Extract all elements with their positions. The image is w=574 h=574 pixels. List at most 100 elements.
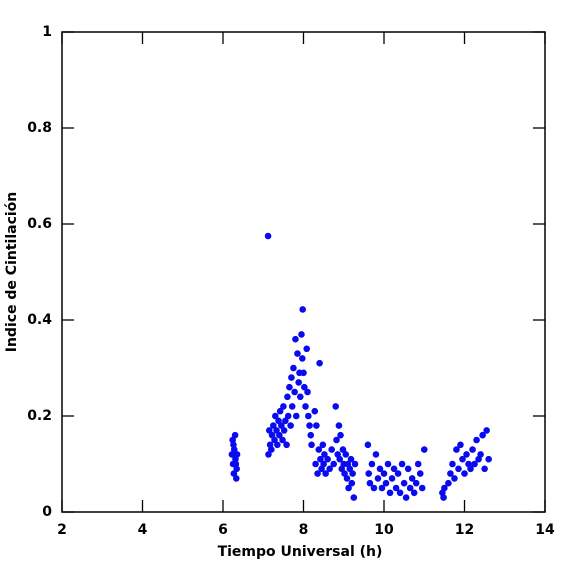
- point: [288, 374, 295, 381]
- point: [330, 460, 337, 468]
- point: [326, 465, 333, 473]
- point: [322, 470, 329, 477]
- point: [311, 407, 319, 415]
- point: [483, 427, 490, 434]
- point: [265, 451, 272, 458]
- point: [304, 388, 311, 396]
- point: [343, 475, 351, 482]
- point: [376, 465, 384, 473]
- point: [339, 446, 347, 453]
- point: [455, 465, 462, 473]
- point: [296, 393, 304, 401]
- point: [347, 455, 355, 463]
- point: [321, 451, 328, 458]
- point: [441, 484, 448, 492]
- point: [414, 460, 422, 468]
- point: [350, 494, 358, 501]
- x-tick-label: 12: [455, 522, 474, 538]
- point: [380, 470, 388, 477]
- point: [412, 479, 420, 487]
- point: [290, 364, 297, 372]
- point: [276, 407, 284, 415]
- point: [333, 436, 340, 444]
- point: [447, 470, 454, 477]
- point: [314, 470, 321, 477]
- point: [295, 379, 302, 386]
- point: [313, 422, 320, 429]
- point: [351, 460, 359, 468]
- point: [449, 460, 456, 468]
- point: [404, 465, 412, 473]
- point: [368, 460, 376, 468]
- point: [336, 455, 344, 463]
- point: [302, 403, 309, 410]
- point: [272, 412, 279, 420]
- x-tick-label: 10: [374, 522, 394, 538]
- point: [279, 436, 286, 444]
- point: [276, 431, 283, 439]
- point: [232, 475, 240, 482]
- point: [300, 369, 307, 377]
- point: [315, 446, 323, 453]
- point: [232, 460, 240, 468]
- point: [291, 388, 298, 396]
- point: [364, 441, 372, 449]
- point: [345, 484, 352, 492]
- plot-frame: [61, 31, 546, 513]
- point: [284, 393, 291, 401]
- point: [402, 494, 410, 501]
- point: [408, 475, 416, 482]
- point: [457, 441, 464, 449]
- point: [317, 455, 324, 463]
- point: [459, 455, 466, 463]
- point: [467, 465, 474, 473]
- point: [463, 451, 470, 458]
- point: [418, 484, 426, 492]
- point: [299, 306, 306, 313]
- point: [378, 484, 386, 492]
- point: [332, 403, 340, 410]
- point: [301, 383, 308, 391]
- x-tick-label: 14: [535, 522, 555, 538]
- x-tick-label: 2: [57, 522, 67, 538]
- point: [365, 470, 373, 477]
- point: [287, 422, 294, 429]
- point: [477, 451, 484, 458]
- point: [298, 331, 305, 338]
- point: [292, 412, 300, 420]
- point: [275, 417, 282, 425]
- point: [316, 359, 323, 367]
- point: [445, 479, 452, 487]
- point: [461, 470, 468, 477]
- point: [346, 465, 354, 473]
- point: [400, 479, 408, 487]
- point: [469, 446, 476, 453]
- point: [274, 441, 281, 449]
- point: [265, 427, 273, 434]
- point: [392, 484, 400, 492]
- point: [324, 455, 331, 463]
- x-axis-label: Tiempo Universal (h): [218, 544, 383, 560]
- point: [271, 436, 278, 444]
- point: [481, 465, 488, 473]
- point: [312, 460, 319, 468]
- point: [370, 484, 378, 492]
- point: [328, 446, 335, 453]
- point: [471, 460, 478, 468]
- point: [485, 455, 492, 463]
- point: [233, 451, 241, 458]
- y-tick-label: 0.2: [27, 408, 52, 424]
- point: [308, 441, 315, 449]
- point: [479, 431, 486, 439]
- point: [366, 479, 374, 487]
- x-tick-label: 8: [299, 522, 309, 538]
- x-tick-label: 4: [138, 522, 148, 538]
- point: [348, 479, 356, 487]
- point: [306, 422, 313, 429]
- point: [416, 470, 424, 477]
- point: [307, 431, 315, 439]
- point: [410, 489, 418, 497]
- y-tick-label: 0: [42, 504, 52, 520]
- point: [294, 350, 301, 357]
